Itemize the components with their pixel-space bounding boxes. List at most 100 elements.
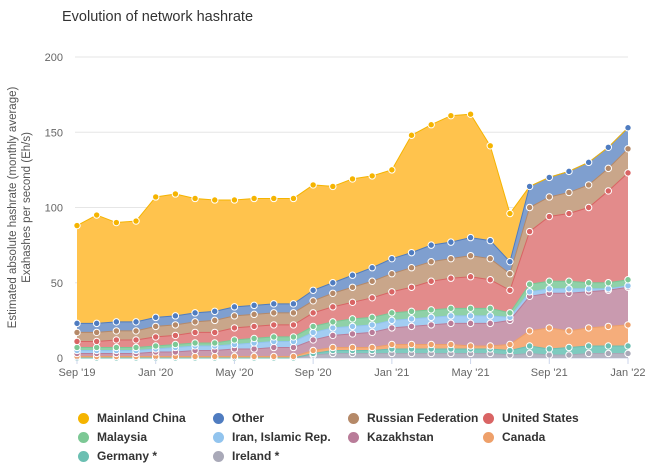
data-point [329,182,337,191]
data-point [191,318,199,326]
data-point [584,285,593,293]
data-point [565,285,573,293]
legend-item-ireland[interactable]: Ireland * [213,449,279,463]
legend-swatch [213,431,224,443]
data-point [604,322,613,331]
data-point [584,158,593,167]
data-point [565,327,573,335]
data-point [368,343,376,352]
data-point [604,342,613,350]
data-point [506,340,514,349]
data-point [329,343,337,352]
data-point [466,273,475,281]
data-point [211,196,219,204]
data-point [506,346,514,355]
data-point [407,131,416,139]
data-point [289,309,298,317]
data-point [447,312,455,320]
data-point [368,321,376,329]
data-point [152,313,160,322]
data-point [407,315,416,323]
y-axis-label-line: Exahashes per second (Eh/s) [21,132,33,283]
data-point [486,142,494,150]
x-tick-label: Jan '22 [610,367,645,379]
data-point [309,346,317,355]
legend-item-mainland-china[interactable]: Mainland China [78,411,186,425]
area-united-states [77,172,628,348]
data-point [132,343,140,352]
data-point [348,330,357,338]
data-point [407,322,416,331]
data-point [466,319,475,328]
data-point [447,274,455,282]
legend-label: United States [502,411,579,425]
data-point [584,279,593,287]
y-tick-label: 50 [51,278,63,290]
legend-item-russian-federation[interactable]: Russian Federation [348,411,478,425]
area-malaysia [77,279,628,351]
data-point [388,270,396,278]
data-point [289,321,298,329]
data-point [447,340,455,349]
data-point [525,182,534,191]
data-point [604,279,613,287]
data-point [309,328,317,337]
data-point [506,286,514,294]
data-point [584,324,593,332]
data-point [565,277,573,285]
data-point [92,211,101,219]
legend-item-iran[interactable]: Iran, Islamic Rep. [213,430,331,444]
legend-label: Other [232,411,265,425]
data-point [486,342,494,350]
data-point [525,280,534,288]
data-point [584,349,593,358]
data-point [545,173,553,182]
data-point [270,352,278,361]
data-point [525,227,534,236]
data-point [112,336,121,344]
legend-swatch [78,412,89,424]
legend-item-malaysia[interactable]: Malaysia [78,430,147,444]
data-point [250,334,258,343]
data-point [388,324,396,332]
hashrate-chart: 0 50 100 150 200 Sep '19 Jan '20 May '20 Sep '2… [7,52,646,379]
legend-item-germany[interactable]: Germany * [78,449,157,463]
data-point [171,321,180,329]
x-tick-label: Sep '21 [531,367,568,379]
data-point [584,203,593,212]
data-point [447,304,455,313]
data-point [152,322,160,331]
legend-item-canada[interactable]: Canada [483,430,545,444]
data-point [309,297,317,305]
data-point [427,321,435,329]
data-point [624,124,632,132]
data-point [506,270,514,278]
data-point [427,306,435,314]
data-point [112,327,121,335]
data-point [171,190,180,198]
legend-swatch [78,431,89,443]
legend-item-kazakhstan[interactable]: Kazakhstan [348,430,434,444]
legend-swatch [213,450,224,462]
y-tick-label: 150 [45,127,63,139]
data-point [407,264,416,272]
data-point [604,349,613,358]
data-point [525,203,534,212]
data-point [132,318,140,326]
data-point [230,336,239,344]
legend-swatch [483,431,494,443]
area-mainland-china [77,114,628,324]
data-point [545,212,553,221]
data-point [270,343,278,352]
data-point [427,121,435,129]
data-point [329,303,337,311]
data-point [388,288,396,296]
data-point [624,276,632,284]
data-point [447,111,455,120]
data-point [545,285,553,293]
data-point [447,238,455,246]
data-point [466,251,475,260]
y-axis-label: Estimated absolute hashrate (monthly ave… [7,87,33,329]
legend-item-other[interactable]: Other [213,411,264,425]
legend-item-united-states[interactable]: United States [483,411,579,425]
